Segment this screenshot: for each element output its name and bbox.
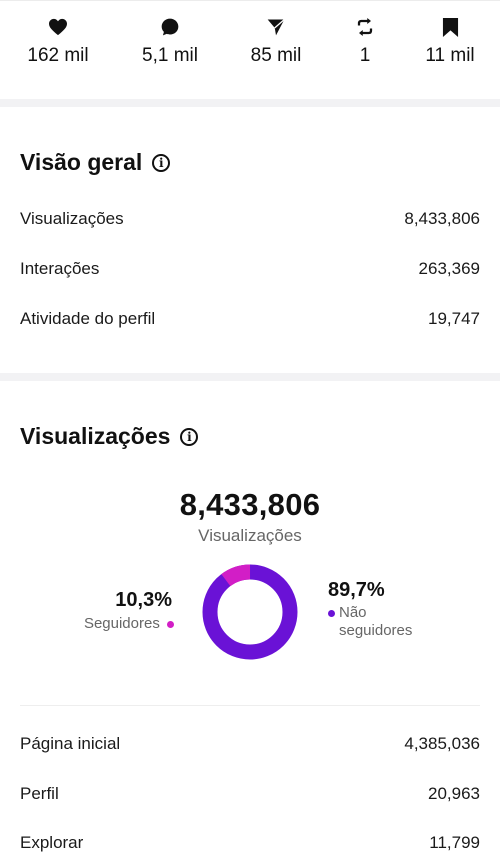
row-label: Interações (20, 259, 100, 278)
overview-row-profile-activity[interactable]: Atividade do perfil 19,747 (20, 309, 480, 329)
overview-row-views[interactable]: Visualizações 8,433,806 (20, 209, 480, 229)
row-label: Perfil (20, 784, 59, 803)
stat-saves-value: 11 mil (425, 45, 475, 66)
non-followers-percent: 89,7% (328, 579, 385, 601)
donut-non-followers-segment (202, 564, 298, 660)
non-followers-legend: Não seguidores (328, 604, 412, 640)
views-row-explore[interactable]: Explorar 11,799 (20, 833, 480, 853)
info-icon[interactable]: i (152, 153, 171, 172)
stat-comments[interactable]: 5,1 mil (120, 15, 220, 67)
overview-title: Visão geral i (20, 149, 171, 176)
stat-shares[interactable]: 85 mil (226, 15, 326, 67)
followers-percent: 10,3% (115, 589, 172, 611)
overview-row-interactions[interactable]: Interações 263,369 (20, 259, 480, 279)
row-value: 20,963 (428, 784, 480, 803)
followers-dot (167, 621, 174, 628)
stat-shares-value: 85 mil (250, 45, 302, 66)
views-total-label: Visualizações (198, 526, 302, 545)
row-label: Explorar (20, 833, 84, 852)
heart-icon (8, 15, 108, 39)
views-row-home[interactable]: Página inicial 4,385,036 (20, 734, 480, 754)
row-value: 8,433,806 (404, 209, 480, 228)
overview-title-text: Visão geral (20, 149, 143, 175)
stat-saves[interactable]: 11 mil (400, 15, 500, 67)
row-label: Atividade do perfil (20, 309, 156, 328)
overview-section: Visão geral i Visualizações 8,433,806 In… (0, 107, 500, 373)
stat-reposts[interactable]: 1 (315, 15, 415, 67)
non-followers-dot (328, 609, 335, 617)
share-icon (226, 15, 326, 39)
divider (20, 705, 480, 706)
row-value: 263,369 (418, 259, 480, 278)
row-label: Visualizações (20, 209, 124, 228)
donut-followers-segment (202, 564, 298, 660)
stat-comments-value: 5,1 mil (142, 45, 198, 66)
views-row-profile[interactable]: Perfil 20,963 (20, 784, 480, 804)
non-followers-label-line2: seguidores (339, 622, 413, 639)
bookmark-icon (400, 15, 500, 39)
views-section: Visualizações i 8,433,806 Visualizações … (0, 381, 500, 861)
views-donut-chart (202, 564, 298, 660)
info-icon[interactable]: i (180, 427, 199, 446)
followers-legend: Seguidores (84, 615, 174, 633)
row-value: 19,747 (428, 309, 480, 328)
row-label: Página inicial (20, 734, 121, 753)
non-followers-label-line1: Não (339, 604, 367, 621)
stat-likes[interactable]: 162 mil (8, 15, 108, 67)
views-title: Visualizações i (20, 423, 199, 450)
views-title-text: Visualizações (20, 423, 171, 449)
views-total: 8,433,806 (179, 487, 321, 522)
row-value: 4,385,036 (404, 734, 480, 753)
stat-likes-value: 162 mil (27, 45, 89, 66)
stat-reposts-value: 1 (359, 45, 371, 66)
repost-icon (315, 15, 415, 39)
post-stats-bar: 162 mil 5,1 mil 85 mil 1 11 mil (0, 0, 500, 99)
comment-icon (120, 15, 220, 39)
followers-label: Seguidores (83, 615, 160, 632)
row-value: 11,799 (429, 833, 480, 852)
